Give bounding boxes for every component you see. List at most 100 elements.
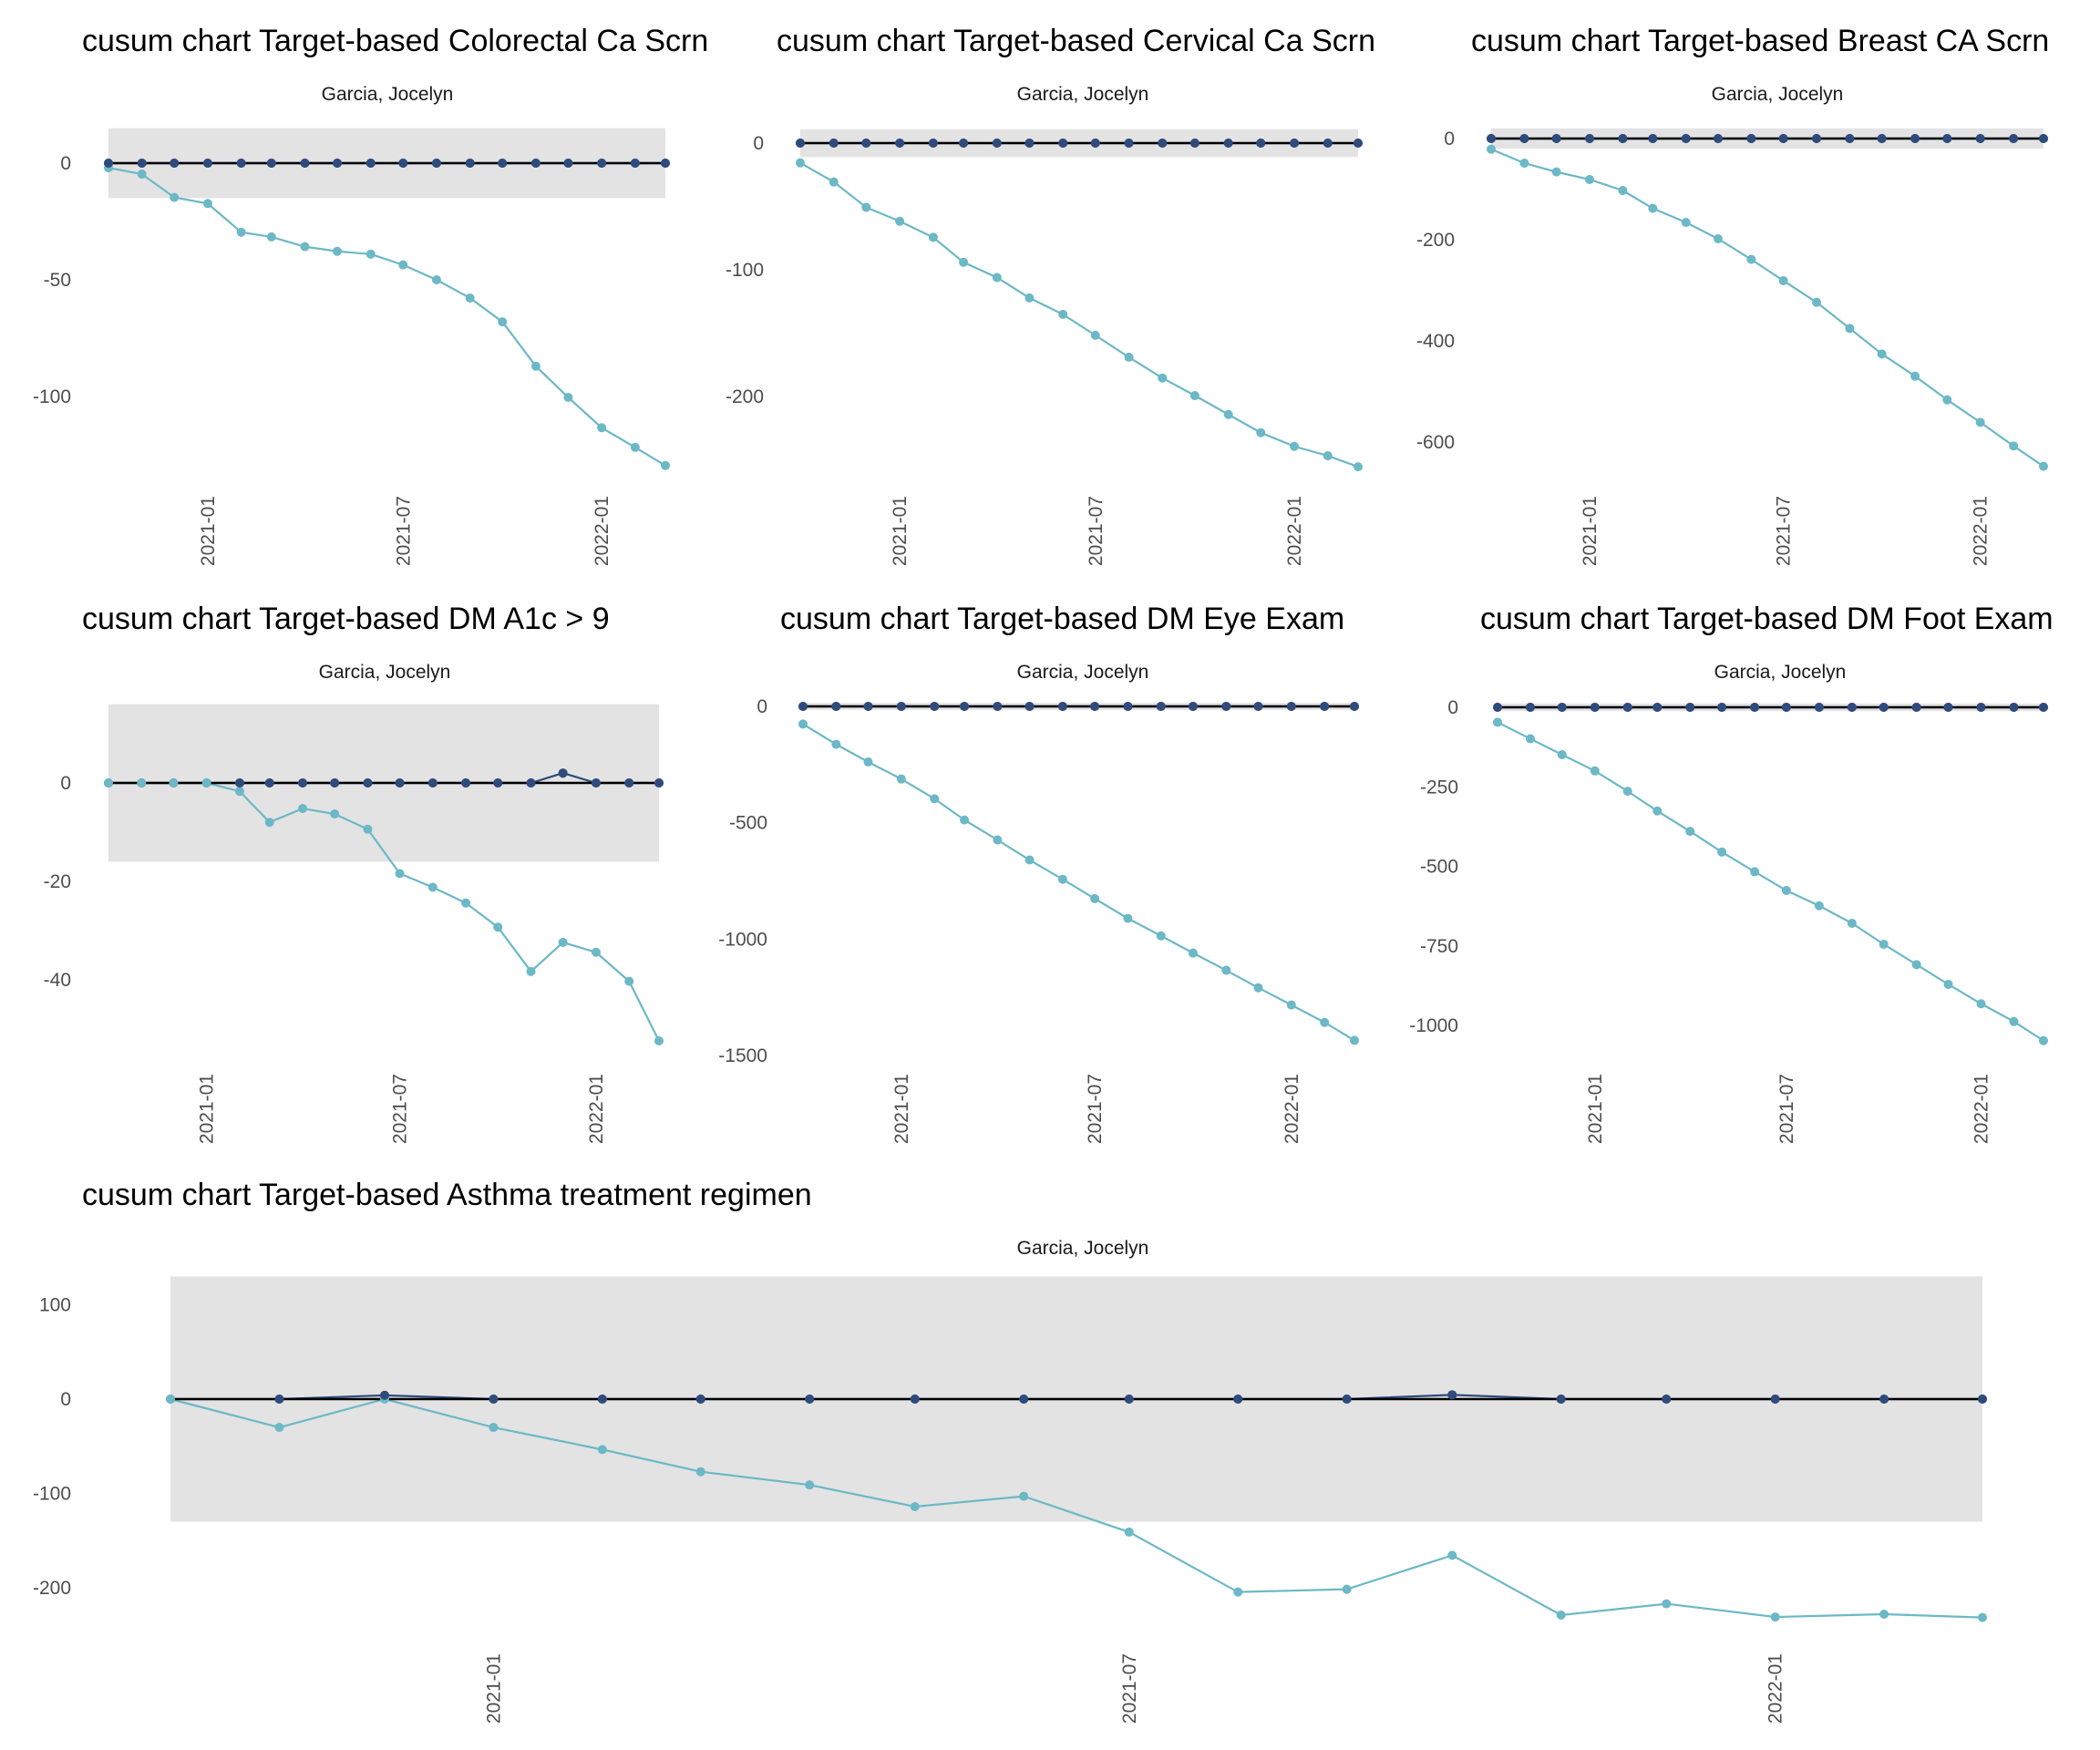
- lower-cusum-point: [298, 804, 308, 814]
- lower-cusum-point: [1879, 1609, 1889, 1619]
- lower-cusum-point: [431, 275, 441, 284]
- upper-cusum-point: [1024, 139, 1035, 148]
- lower-cusum-line: [802, 723, 1355, 1042]
- chart-subtitle: Garcia, Jocelyn: [319, 662, 451, 683]
- upper-cusum-point: [960, 702, 970, 711]
- upper-cusum-point: [796, 139, 805, 148]
- lower-cusum-point: [1590, 766, 1600, 776]
- chart-title: cusum chart Target-based Cervical Ca Scr…: [777, 24, 1375, 58]
- y-tick-label: 0: [1447, 697, 1458, 718]
- upper-cusum-point: [1622, 703, 1632, 712]
- upper-cusum-point: [363, 778, 373, 788]
- lower-cusum-point: [896, 774, 906, 784]
- lower-cusum-point: [234, 787, 244, 797]
- lower-cusum-point: [1447, 1550, 1457, 1560]
- lower-cusum-point: [1662, 1599, 1672, 1609]
- x-tick-label: 2022-01: [1971, 1074, 1992, 1144]
- upper-cusum-point: [398, 159, 408, 168]
- y-tick-label: -200: [1416, 230, 1455, 251]
- upper-cusum-point: [1223, 139, 1233, 148]
- upper-cusum-point: [1124, 139, 1134, 148]
- lower-cusum-point: [104, 778, 113, 788]
- upper-cusum-point: [1717, 703, 1727, 712]
- upper-cusum-point: [630, 159, 640, 168]
- lower-cusum-point: [1845, 324, 1855, 334]
- chart-panel-7: cusum chart Target-based Asthma treatmen…: [33, 1178, 1987, 1724]
- x-tick-label: 2022-01: [1284, 496, 1305, 566]
- lower-cusum-point: [2039, 461, 2048, 471]
- upper-cusum-point: [1519, 134, 1529, 143]
- upper-cusum-point: [558, 768, 568, 778]
- upper-cusum-point: [298, 778, 308, 788]
- lower-cusum-point: [1123, 913, 1133, 923]
- upper-cusum-point: [1253, 702, 1263, 711]
- upper-cusum-point: [461, 778, 471, 788]
- upper-cusum-point: [2009, 134, 2019, 143]
- upper-cusum-point: [1525, 703, 1535, 712]
- upper-cusum-point: [2039, 134, 2048, 143]
- lower-cusum-point: [2039, 1035, 2048, 1045]
- upper-cusum-point: [1975, 134, 1985, 143]
- upper-cusum-point: [1618, 134, 1628, 143]
- lower-cusum-line: [170, 1397, 1983, 1619]
- upper-cusum-point: [234, 778, 244, 788]
- lower-cusum-point: [1221, 965, 1231, 975]
- lower-cusum-point: [1057, 874, 1067, 884]
- x-tick-label: 2021-01: [891, 1074, 912, 1144]
- y-tick-label: -400: [1416, 331, 1455, 352]
- upper-cusum-point: [427, 778, 438, 788]
- upper-cusum-point: [431, 159, 441, 168]
- upper-cusum-point: [1286, 702, 1296, 711]
- upper-cusum-point: [300, 159, 310, 168]
- upper-cusum-point: [1019, 1395, 1029, 1404]
- lower-cusum-point: [1256, 427, 1266, 438]
- upper-cusum-point: [1493, 703, 1502, 712]
- upper-cusum-point: [1713, 134, 1723, 143]
- lower-cusum-point: [201, 778, 211, 788]
- lower-cusum-point: [202, 199, 212, 209]
- lower-cusum-point: [624, 976, 634, 986]
- upper-cusum-point: [1323, 139, 1333, 148]
- x-tick-label: 2021-01: [1580, 496, 1601, 566]
- lower-cusum-point: [630, 442, 640, 452]
- y-tick-label: -750: [1420, 936, 1458, 957]
- upper-cusum-point: [863, 702, 873, 711]
- lower-cusum-point: [266, 232, 276, 242]
- upper-cusum-point: [1158, 139, 1168, 148]
- upper-cusum-point: [380, 1390, 390, 1400]
- chart-panel-4: cusum chart Target-based DM A1c > 9 Garci…: [44, 602, 664, 1144]
- upper-cusum-point: [1685, 703, 1695, 712]
- y-tick-label: 0: [60, 1389, 71, 1410]
- lower-cusum-point: [1778, 275, 1788, 285]
- lower-cusum-point: [1019, 1491, 1029, 1501]
- upper-cusum-point: [489, 1395, 499, 1404]
- lower-cusum-point: [1622, 787, 1632, 797]
- y-tick-label: -50: [44, 270, 71, 291]
- x-tick-label: 2021-07: [1085, 1074, 1106, 1144]
- upper-cusum-point: [333, 159, 343, 168]
- lower-cusum-point: [1814, 901, 1824, 911]
- lower-cusum-point: [330, 809, 340, 819]
- upper-cusum-point: [896, 702, 906, 711]
- upper-cusum-point: [597, 1395, 607, 1404]
- upper-cusum-point: [1585, 134, 1595, 143]
- lower-cusum-point: [829, 177, 839, 187]
- lower-cusum-point: [1223, 409, 1233, 419]
- x-tick-label: 2021-07: [1774, 496, 1795, 566]
- x-tick-label: 2022-01: [1282, 1074, 1302, 1144]
- lower-cusum-point: [1879, 940, 1889, 950]
- lower-cusum-point: [1487, 144, 1496, 154]
- lower-cusum-point: [300, 242, 310, 252]
- upper-cusum-point: [1978, 1395, 1987, 1404]
- lower-cusum-point: [1770, 1612, 1780, 1622]
- lower-cusum-point: [166, 1395, 175, 1404]
- upper-cusum-point: [1487, 134, 1496, 143]
- lower-cusum-point: [1519, 158, 1529, 168]
- upper-cusum-point: [1256, 139, 1266, 148]
- lower-cusum-point: [1713, 234, 1723, 244]
- upper-cusum-point: [1123, 702, 1133, 711]
- lower-cusum-point: [910, 1501, 920, 1511]
- upper-cusum-point: [1556, 1395, 1566, 1404]
- upper-cusum-point: [526, 778, 536, 788]
- upper-cusum-point: [1090, 702, 1100, 711]
